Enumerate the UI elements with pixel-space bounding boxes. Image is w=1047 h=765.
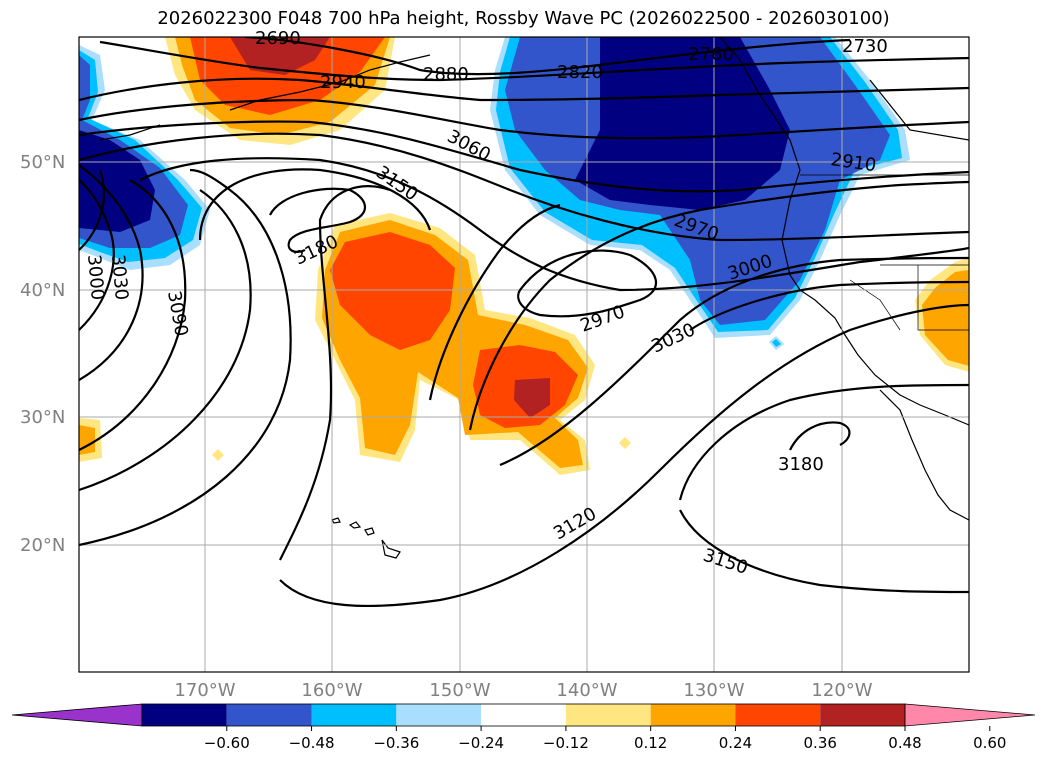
colorbar-segment [142,704,227,726]
colorbar [11,703,1036,731]
height-contours [79,37,969,608]
colorbar-extend-high [904,703,1036,727]
colorbar-tick-label: 0.48 [888,734,922,752]
colorbar-segment [650,704,736,726]
colorbar-segment [396,704,482,726]
colorbar-tick-label: −0.60 [203,734,250,752]
colorbar-extend-low [11,703,143,727]
colorbar-segment [481,704,566,726]
colorbar-segment [820,704,905,726]
borders [800,174,969,331]
colorbar-segment [735,704,821,726]
shading-layer [79,37,969,672]
contour-label: 3000 [83,254,108,301]
lat-label: 50°N [20,152,66,173]
gridlines [79,37,969,672]
contour-label: 3180 [778,454,824,475]
colorbar-segment [565,704,651,726]
colorbar-segment [226,704,312,726]
contour-label: 2690 [255,28,301,49]
contour-label: 2730 [842,36,888,57]
lon-label: 130°W [683,680,745,701]
contour-label: 2760 [688,44,734,65]
lon-label: 160°W [301,680,363,701]
colorbar-tick-label: 0.60 [973,734,1007,752]
lon-label: 170°W [174,680,236,701]
lon-label: 120°W [811,680,873,701]
lat-label: 20°N [20,535,66,556]
colorbar-tick-label: 0.12 [633,734,668,752]
colorbar-tick-label: −0.48 [288,734,335,752]
colorbar-segment [311,704,397,726]
contour-label: 2940 [320,72,366,93]
contour-label: 2880 [423,64,469,85]
colorbar-tick-label: −0.24 [458,734,505,752]
colorbar-tick-label: −0.12 [542,734,589,752]
contour-label: 2820 [557,62,603,83]
colorbar-tick-label: 0.24 [718,734,753,752]
lon-label: 140°W [556,680,618,701]
lon-label: 150°W [429,680,491,701]
map-frame [78,36,970,673]
colorbar-tick-label: 0.36 [803,734,837,752]
contour-label: 3030 [107,254,132,301]
lat-label: 40°N [20,280,66,301]
lat-label: 30°N [20,407,66,428]
map-title: 2026022300 F048 700 hPa height, Rossby W… [157,8,890,29]
colorbar-tick-label: −0.36 [373,734,420,752]
